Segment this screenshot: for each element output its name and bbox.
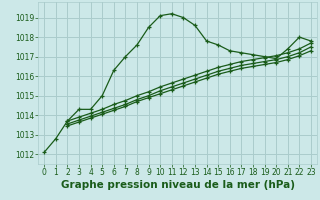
X-axis label: Graphe pression niveau de la mer (hPa): Graphe pression niveau de la mer (hPa) xyxy=(60,180,295,190)
